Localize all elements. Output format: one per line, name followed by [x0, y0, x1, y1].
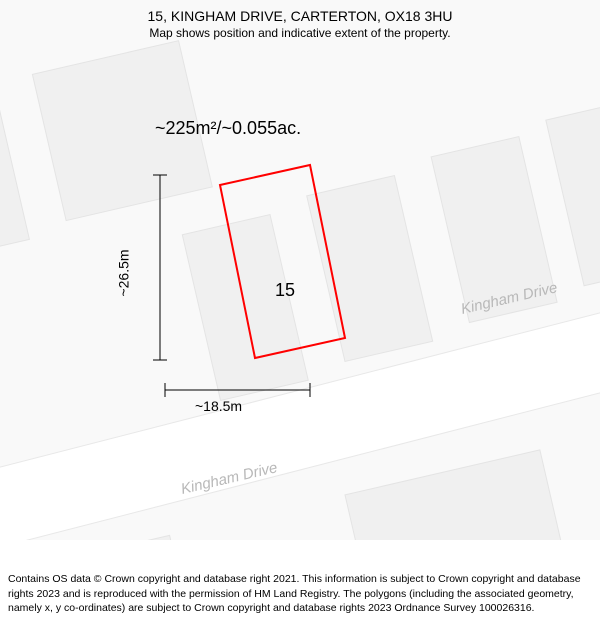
height-label: ~26.5m: [116, 249, 132, 296]
page-title: 15, KINGHAM DRIVE, CARTERTON, OX18 3HU: [10, 8, 590, 24]
map-container: ~225m²/~0.055ac. ~26.5m ~18.5m 15 Kingha…: [0, 0, 600, 540]
page-subtitle: Map shows position and indicative extent…: [10, 26, 590, 40]
header: 15, KINGHAM DRIVE, CARTERTON, OX18 3HU M…: [0, 0, 600, 44]
width-label: ~18.5m: [195, 398, 242, 414]
map-svg: [0, 0, 600, 540]
area-label: ~225m²/~0.055ac.: [155, 118, 301, 139]
plot-number: 15: [275, 280, 295, 301]
footer-copyright: Contains OS data © Crown copyright and d…: [0, 566, 600, 625]
